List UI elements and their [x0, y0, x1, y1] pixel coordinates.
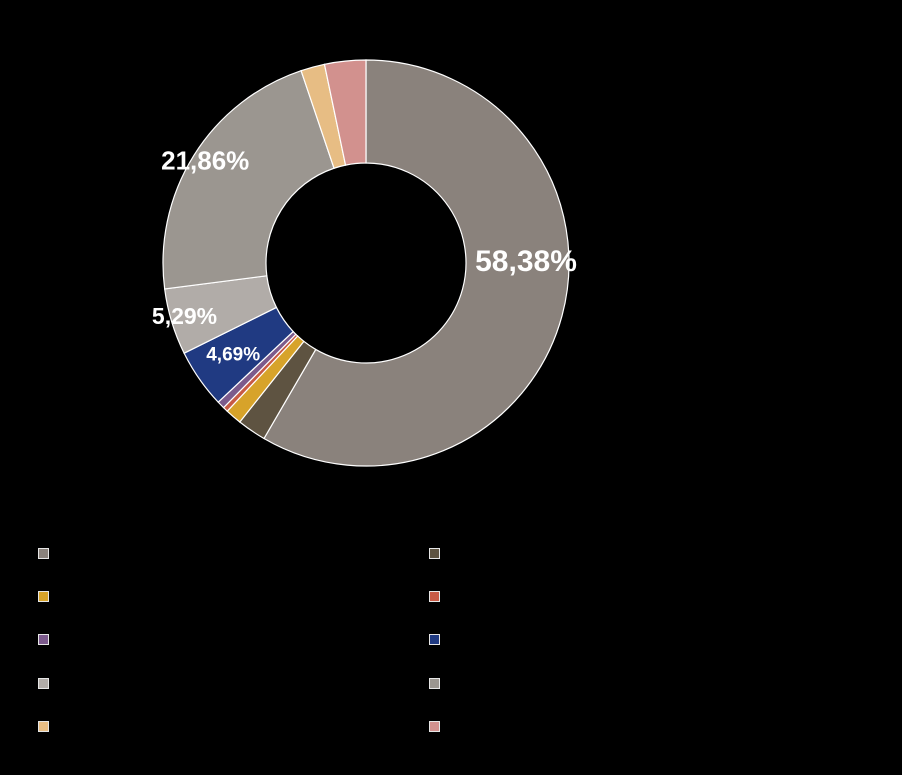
slice-value-label-7: 21,86% — [161, 145, 249, 175]
slice-value-label-0: 58,38% — [475, 245, 577, 278]
slice-value-label-6: 5,29% — [152, 303, 217, 329]
donut-slice-7 — [162, 69, 335, 290]
slice-value-label-5: 4,69% — [206, 344, 260, 365]
donut-slice-9 — [323, 59, 367, 166]
donut-slice-0 — [263, 59, 570, 467]
